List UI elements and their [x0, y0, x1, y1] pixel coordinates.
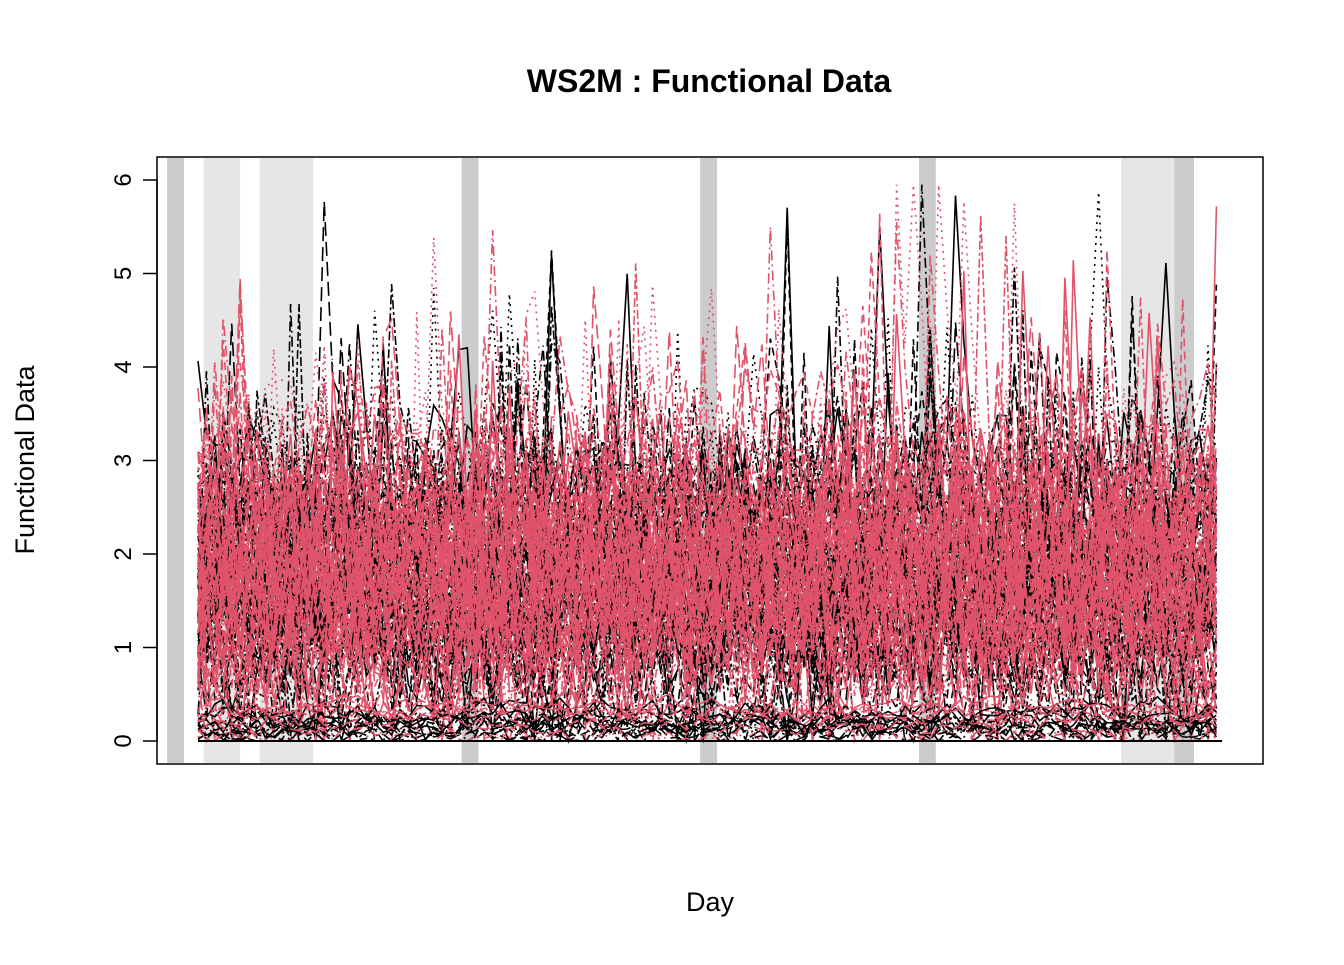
series-line-108: [197, 206, 1218, 661]
series-line-135: [197, 722, 1217, 743]
series-lines: [197, 184, 1222, 745]
y-tick-label-4: 4: [110, 360, 137, 373]
series-line-114: [197, 372, 1218, 744]
x-axis-label: Day: [686, 887, 735, 917]
series-line-88: [197, 375, 1218, 744]
series-line-95: [197, 550, 1218, 744]
series-line-131: [197, 717, 1217, 743]
series-line-117: [197, 430, 1218, 742]
series-line-94: [197, 384, 1218, 728]
series-line-116: [197, 237, 1218, 671]
series-line-125: [197, 696, 1217, 736]
y-tick-label-5: 5: [110, 267, 137, 280]
series-line-133: [197, 701, 1218, 739]
y-tick-label-1: 1: [110, 641, 137, 654]
series-line-76: [197, 317, 1218, 705]
series-line-102: [197, 271, 1218, 726]
series-line-130: [197, 713, 1217, 743]
series-line-85: [197, 251, 1218, 637]
series-line-119: [197, 235, 1218, 742]
series-line-113: [197, 360, 1218, 743]
y-tick-label-6: 6: [110, 173, 137, 186]
y-axis: 0 1 2 3 4 5 6: [110, 173, 158, 748]
series-line-115: [197, 336, 1218, 701]
series-line-129: [197, 712, 1217, 743]
series-line-139: [197, 699, 1217, 728]
series-line-91: [197, 305, 1218, 610]
series-line-72: [197, 345, 1218, 683]
series-line-136: [197, 703, 1217, 741]
shaded-band-0: [167, 158, 184, 763]
series-line-140: [197, 715, 1217, 743]
y-axis-label: Functional Data: [10, 364, 40, 554]
series-line-81: [197, 226, 1218, 648]
y-tick-label-0: 0: [110, 734, 137, 747]
series-line-141: [197, 697, 1217, 736]
series-line-118: [197, 278, 1218, 678]
series-line-134: [197, 695, 1217, 728]
series-line-138: [197, 685, 1217, 722]
y-tick-label-2: 2: [110, 547, 137, 560]
series-line-32: [197, 385, 1218, 601]
series-line-62: [197, 184, 1217, 584]
series-line-137: [197, 690, 1217, 726]
series-line-127: [197, 710, 1217, 742]
chart-title: WS2M : Functional Data: [527, 63, 892, 99]
series-line-105: [197, 327, 1218, 742]
y-tick-label-3: 3: [110, 454, 137, 467]
